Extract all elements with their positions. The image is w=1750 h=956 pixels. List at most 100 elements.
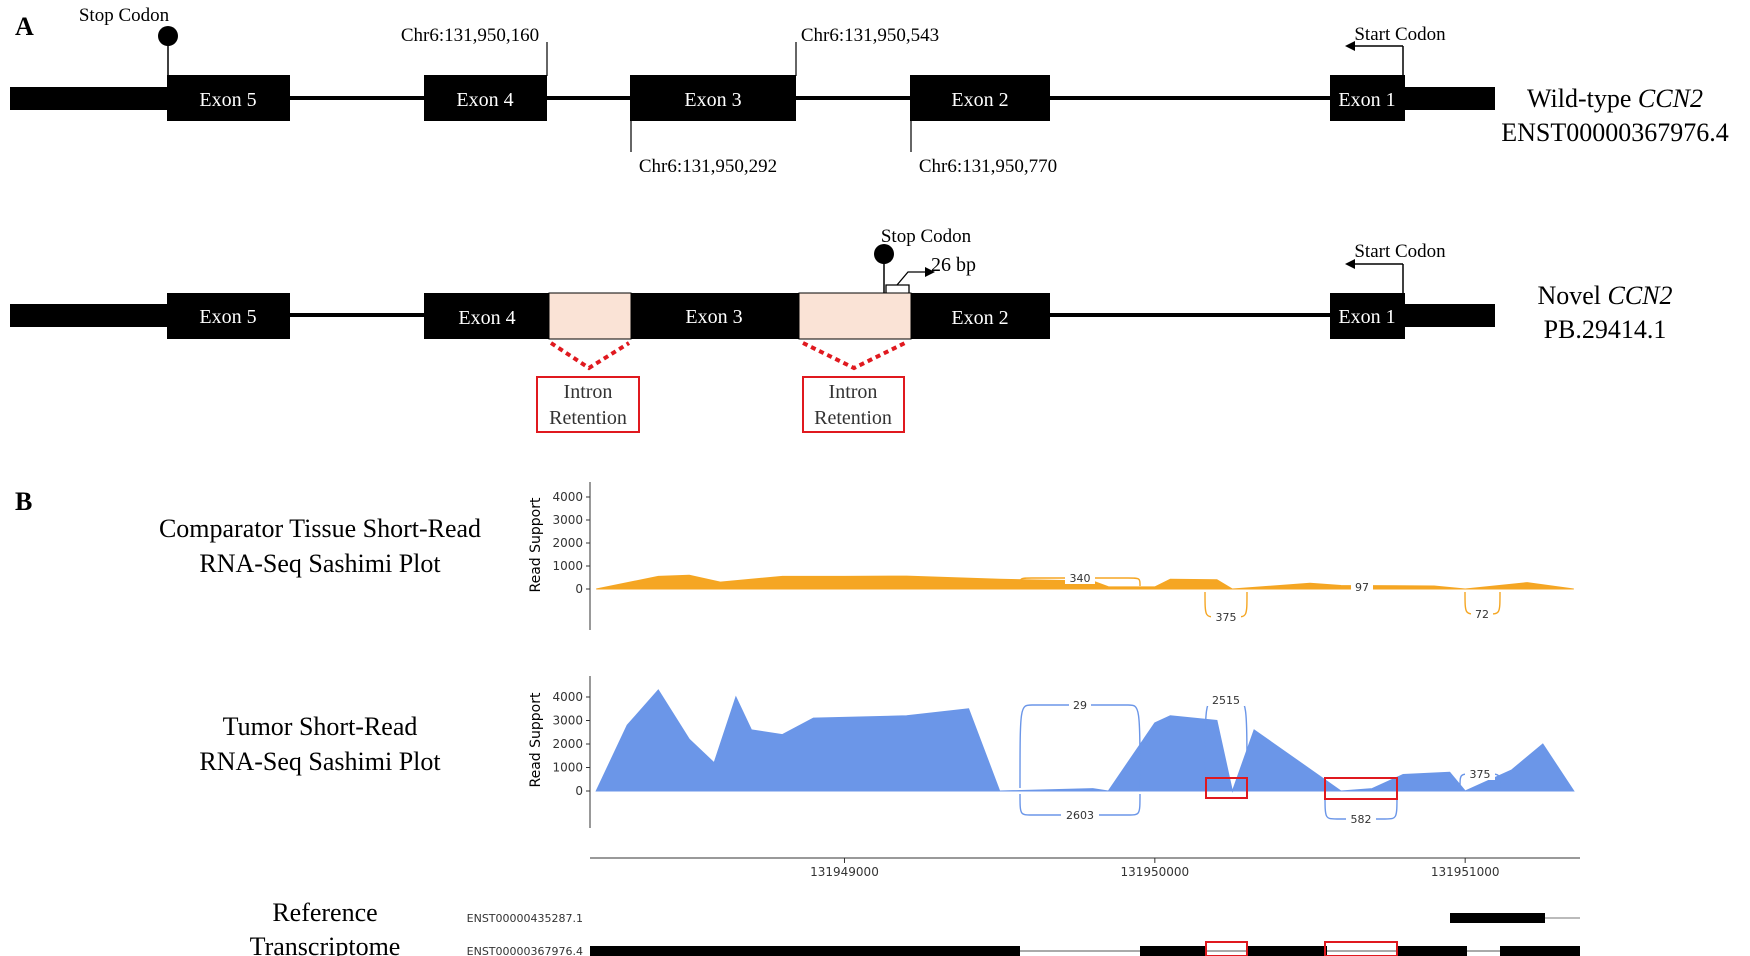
x-axis-ticks: 131949000 131950000 131951000 (810, 858, 1500, 879)
tumor-junction-label-bg-0 (1069, 698, 1091, 711)
reference-transcriptome: Reference Transcriptome ENST00000435287.… (250, 898, 1580, 956)
shift-label: 26 bp (931, 254, 976, 276)
ref-transcript-1-label: ENST00000435287.1 (467, 912, 583, 925)
wt-exon-4 (424, 75, 547, 121)
tumor-coverage-area (595, 689, 1575, 793)
tumor-ytick-label-1: 1000 (552, 761, 583, 775)
tumor-junctions: 29 2515 375 2603 582 (1019, 693, 1501, 826)
tumor-junction-label-2: 375 (1470, 768, 1491, 781)
coord-label-131950770: Chr6:131,950,770 (919, 156, 1057, 177)
tumor-highlight-box-1 (1205, 777, 1248, 799)
wt-exon-3-label: Exon 3 (684, 89, 741, 111)
novel-exon-2 (911, 293, 1050, 339)
comparator-ylabel: Read Support (528, 497, 544, 592)
comparator-junction-label-0: 340 (1070, 572, 1091, 585)
xtick-label-1: 131950000 (1120, 865, 1189, 879)
wt-exon-2 (910, 75, 1050, 121)
comparator-junction-label-1: 375 (1216, 611, 1237, 624)
novel-start-codon-label: Start Codon (1354, 241, 1446, 262)
intron-retention-block-1 (548, 292, 632, 340)
xtick-label-0: 131949000 (810, 865, 879, 879)
novel-exon-4-label: Exon 4 (458, 307, 515, 329)
comparator-ytick-label-4: 4000 (552, 490, 583, 504)
tumor-title-line1: Tumor Short-Read (223, 712, 418, 741)
ref-transcript-2-label: ENST00000367976.4 (467, 945, 583, 956)
xtick-label-2: 131951000 (1431, 865, 1500, 879)
comparator-junction-label-3: 72 (1475, 608, 1489, 621)
intron-retention-text-1b: Retention (549, 407, 627, 429)
novel-exon-3-label: Exon 3 (685, 306, 742, 328)
comparator-title-line2: RNA-Seq Sashimi Plot (199, 549, 441, 578)
intron-retention-callout-lines-2 (802, 341, 906, 371)
novel-transcript-id: PB.29414.1 (1544, 315, 1667, 344)
intron-retention-text-1a: Intron (564, 381, 613, 403)
coord-label-131950292: Chr6:131,950,292 (639, 156, 777, 177)
tumor-title-line2: RNA-Seq Sashimi Plot (199, 747, 441, 776)
ref-transcript-1-exon (1450, 913, 1545, 923)
comparator-junction-label-bg-0 (1065, 571, 1095, 584)
wt-exon-1-label: Exon 1 (1338, 89, 1395, 111)
comparator-ytick-label-1: 1000 (552, 559, 583, 573)
intron-retention-callout-lines-1 (549, 341, 631, 371)
tumor-ytick-label-3: 3000 (552, 714, 583, 728)
novel-utr-5prime (1400, 304, 1495, 327)
wt-transcript-name: Wild-type CCN2 (1527, 84, 1703, 113)
reference-title-line2: Transcriptome (250, 932, 401, 956)
shift-arrowhead (925, 267, 935, 277)
genomic-x-axis: 131949000 131950000 131951000 (590, 857, 1580, 879)
tumor-ylabel: Read Support (528, 692, 544, 787)
comparator-ytick-label-3: 3000 (552, 513, 583, 527)
coord-label-131950543: Chr6:131,950,543 (801, 25, 939, 46)
tumor-coverage (595, 689, 1575, 793)
novel-exon-2-label: Exon 2 (951, 307, 1008, 329)
comparator-ytick-label-0: 0 (575, 582, 583, 596)
tumor-ytick-label-2: 2000 (552, 737, 583, 751)
comparator-junction-label-2: 97 (1355, 581, 1369, 594)
comparator-junctions: 340 375 97 72 (1019, 571, 1501, 624)
wt-exon-5 (167, 75, 290, 121)
panel-b-label: B (15, 487, 32, 516)
comparator-sashimi-plot: Read Support 0 1000 2000 3000 4000 340 375 97 7… (528, 482, 1574, 630)
wt-exon-1 (1330, 75, 1405, 121)
tumor-junction-label-bg-3 (1061, 808, 1099, 821)
panel-a-label: A (15, 12, 34, 41)
wt-start-codon-label: Start Codon (1354, 24, 1446, 45)
wt-start-codon-arrowhead (1345, 41, 1355, 51)
ref-transcript-2-exon-1 (590, 946, 1020, 956)
tumor-junction-label-bg-4 (1346, 812, 1376, 825)
tumor-junction-label-bg-2 (1465, 767, 1495, 780)
novel-exon-4 (424, 293, 549, 339)
intron-retention-block-2 (798, 292, 912, 340)
comparator-junction-label-bg-3 (1471, 607, 1493, 620)
shift-arrow-line (896, 271, 925, 286)
tumor-ytick-label-4: 4000 (552, 690, 583, 704)
wt-exon-5-label: Exon 5 (199, 89, 256, 111)
wt-utr-5prime (1400, 87, 1495, 110)
comparator-junction-label-bg-2 (1351, 580, 1373, 593)
novel-exon-5 (167, 293, 290, 339)
wt-exon-4-label: Exon 4 (456, 89, 513, 111)
ref-highlight-box-2 (1324, 941, 1398, 956)
tumor-y-ticks: 0 1000 2000 3000 4000 (552, 690, 590, 798)
tumor-ytick-label-0: 0 (575, 784, 583, 798)
ref-transcript-2-exon-4 (1397, 946, 1467, 956)
tumor-junction-label-bg-1 (1207, 693, 1245, 706)
wt-stop-codon-label: Stop Codon (79, 5, 170, 26)
novel-stop-codon-label: Stop Codon (881, 226, 972, 247)
reference-title-line1: Reference (272, 898, 377, 927)
wt-utr-3prime (10, 87, 167, 110)
comparator-title-line1: Comparator Tissue Short-Read (159, 514, 481, 543)
tumor-highlight-box-2 (1324, 777, 1398, 800)
novel-transcript-name: Novel CCN2 (1537, 281, 1672, 310)
novel-start-codon-arrowhead (1345, 259, 1355, 269)
wildtype-transcript: Exon 5 Exon 4 Exon 3 Exon 2 Exon 1 Stop … (10, 5, 1729, 177)
novel-exon-1 (1330, 293, 1405, 339)
tumor-sashimi-plot: Read Support 0 1000 2000 3000 4000 29 2515 375… (528, 676, 1575, 828)
comparator-y-ticks: 0 1000 2000 3000 4000 (552, 490, 590, 596)
wt-exon-2-label: Exon 2 (951, 89, 1008, 111)
novel-stop-codon-marker (874, 244, 894, 264)
tumor-junction-label-0: 29 (1073, 699, 1087, 712)
intron-retention-box-1 (536, 376, 640, 433)
ref-transcript-2-exon-5 (1500, 946, 1580, 956)
